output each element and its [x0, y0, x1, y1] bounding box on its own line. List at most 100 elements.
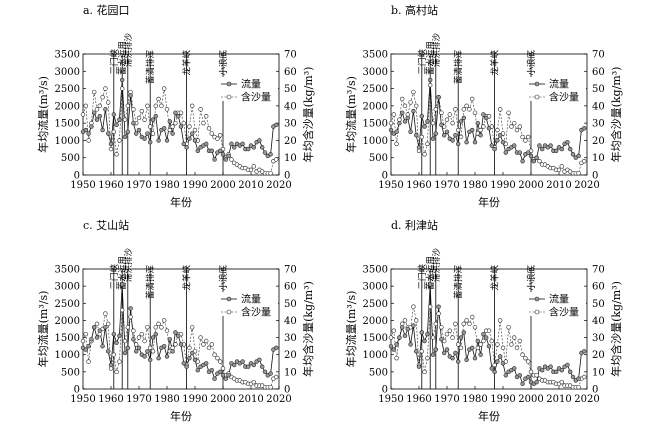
- sediment-point: [181, 120, 187, 126]
- y2-tick-label: 20: [592, 136, 605, 147]
- flow-point: [428, 282, 433, 287]
- sediment-point: [119, 307, 125, 313]
- flow-point: [173, 110, 178, 115]
- flow-point: [100, 343, 105, 349]
- sediment-point: [111, 352, 117, 357]
- flow-point: [164, 354, 170, 359]
- sediment-point: [430, 335, 436, 340]
- flow-point: [534, 155, 539, 160]
- y-tick-label: 1500: [363, 119, 388, 130]
- y2-tick-label: 70: [284, 265, 297, 276]
- sediment-point: [170, 124, 175, 129]
- legend-sediment-marker: [534, 309, 540, 315]
- sediment-point: [167, 127, 173, 133]
- legend-label-flow: 流量: [241, 293, 261, 306]
- sediment-point: [148, 345, 153, 351]
- sediment-point: [209, 342, 215, 347]
- sediment-point: [581, 158, 587, 164]
- event-label: 三门峡: [417, 49, 428, 75]
- flow-point: [136, 127, 142, 133]
- flow-point: [128, 306, 133, 311]
- sediment-point: [159, 103, 164, 109]
- sediment-point: [159, 325, 164, 330]
- event-label: 滞洪排沙: [123, 248, 134, 283]
- sediment-point: [456, 342, 461, 347]
- sediment-point: [458, 345, 464, 351]
- event-label: 三门峡: [417, 264, 428, 290]
- flow-point: [576, 376, 581, 381]
- plot-frame: [390, 53, 588, 176]
- sediment-point: [425, 141, 430, 147]
- flow-point: [453, 133, 458, 138]
- sediment-point: [150, 349, 156, 354]
- flow-series-line: [82, 284, 277, 380]
- flow-point: [226, 373, 231, 378]
- flow-point: [489, 143, 494, 148]
- plot-frame: [390, 268, 588, 390]
- sediment-point: [108, 146, 114, 152]
- flow-point: [565, 362, 570, 368]
- flow-point: [122, 350, 128, 356]
- sediment-point: [433, 107, 438, 112]
- flow-point: [400, 325, 405, 330]
- flow-point: [548, 143, 553, 148]
- flow-point: [419, 330, 424, 335]
- sediment-point: [506, 110, 511, 115]
- sediment-point: [105, 100, 111, 105]
- flow-point: [511, 143, 517, 148]
- y2-tick-label: 0: [592, 385, 598, 396]
- flow-point: [472, 355, 478, 361]
- y2-tick-label: 0: [592, 171, 598, 182]
- flow-series-line: [390, 284, 585, 385]
- flow-point: [192, 357, 198, 363]
- event-label: 小浪底: [526, 265, 537, 291]
- x-tick-label: 1990: [490, 394, 515, 405]
- event-label: 龙羊峡: [490, 50, 501, 76]
- sediment-point: [559, 164, 564, 169]
- flow-point: [136, 345, 142, 351]
- event-label: 滞洪排沙: [431, 248, 442, 283]
- flow-point: [167, 119, 173, 124]
- sediment-series-line: [82, 310, 277, 388]
- flow-point: [495, 359, 500, 364]
- flow-point: [402, 119, 408, 124]
- flow-point: [246, 364, 251, 369]
- sediment-point: [523, 355, 528, 361]
- y2-tick-label: 60: [592, 67, 605, 78]
- sediment-point: [162, 86, 167, 91]
- y-tick-label: 1000: [363, 136, 388, 147]
- sediment-point: [400, 96, 405, 102]
- flow-point: [414, 133, 419, 138]
- sediment-point: [470, 314, 475, 320]
- sediment-point: [248, 167, 254, 173]
- flow-point: [97, 328, 103, 333]
- flow-point: [492, 146, 497, 152]
- plot-frame: [82, 268, 280, 390]
- flow-point: [492, 369, 497, 375]
- flow-point: [184, 145, 189, 150]
- flow-point: [145, 349, 150, 354]
- y2-tick-label: 0: [284, 385, 290, 396]
- event-label: 小浪底: [218, 50, 229, 76]
- sediment-point: [128, 314, 133, 320]
- flow-point: [105, 349, 111, 354]
- sediment-point: [461, 321, 466, 327]
- flow-point: [209, 367, 215, 373]
- chart-title: c. 艾山站: [83, 218, 129, 232]
- sediment-point: [105, 321, 111, 327]
- sediment-point: [408, 100, 413, 105]
- y2-tick-label: 30: [592, 333, 605, 344]
- flow-point: [117, 117, 122, 122]
- legend-label-flow: 流量: [549, 78, 569, 91]
- flow-point: [416, 364, 422, 369]
- sediment-point: [156, 321, 161, 327]
- sediment-point: [150, 131, 156, 136]
- flow-point: [192, 138, 198, 143]
- flow-point: [240, 359, 245, 364]
- flow-point: [394, 129, 399, 134]
- y2-tick-label: 30: [284, 119, 297, 130]
- y-tick-label: 1000: [55, 350, 80, 361]
